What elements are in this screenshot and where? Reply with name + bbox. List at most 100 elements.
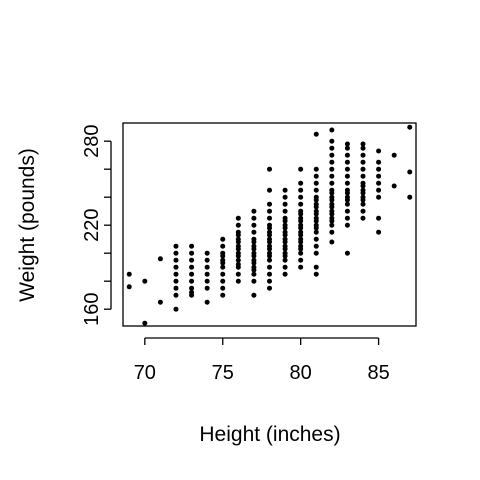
data-point — [267, 243, 272, 249]
data-point — [376, 187, 382, 193]
x-tick-label: 70 — [134, 362, 156, 384]
data-point — [282, 208, 288, 214]
data-point — [267, 264, 272, 270]
data-point — [282, 257, 288, 263]
data-point — [298, 236, 304, 242]
data-point — [360, 166, 366, 172]
data-point — [376, 148, 382, 154]
data-point — [298, 222, 304, 228]
data-point — [142, 320, 148, 326]
data-point — [344, 208, 350, 214]
data-point — [298, 208, 304, 214]
data-point — [189, 271, 195, 277]
data-point — [298, 264, 304, 270]
data-point — [251, 292, 257, 298]
data-point — [313, 229, 319, 235]
x-axis: 70 75 80 85 — [134, 337, 390, 384]
data-point — [360, 159, 366, 165]
data-point — [173, 257, 179, 263]
data-point — [344, 250, 350, 256]
data-point — [204, 250, 210, 256]
data-point — [360, 173, 366, 179]
data-point — [267, 278, 272, 284]
data-point — [235, 215, 241, 221]
y-tick-label: 220 — [81, 209, 103, 242]
data-point — [376, 194, 382, 200]
data-point — [313, 250, 319, 256]
data-point — [313, 208, 319, 214]
data-point — [313, 180, 319, 186]
data-point — [344, 222, 350, 228]
data-point — [220, 278, 226, 284]
data-point — [407, 169, 413, 175]
data-point — [189, 289, 195, 295]
data-point — [329, 180, 335, 186]
data-point — [251, 208, 257, 214]
data-point — [235, 278, 241, 284]
data-point — [251, 215, 257, 221]
data-point — [235, 257, 241, 263]
data-point — [220, 257, 226, 263]
data-point — [329, 194, 335, 200]
data-point — [329, 229, 335, 235]
data-point — [344, 187, 350, 193]
data-point — [267, 257, 272, 263]
data-point — [251, 271, 257, 277]
data-point — [220, 292, 226, 298]
data-point — [344, 173, 350, 179]
data-point — [267, 215, 272, 221]
data-point — [235, 243, 241, 249]
data-point — [313, 243, 319, 249]
data-point — [329, 222, 335, 228]
data-point — [344, 201, 350, 207]
data-point — [391, 152, 397, 158]
data-point — [360, 152, 366, 158]
data-point — [251, 229, 257, 235]
data-point — [313, 166, 319, 172]
data-point — [298, 243, 304, 249]
data-point — [298, 180, 304, 186]
data-point — [360, 215, 366, 221]
data-point — [344, 159, 350, 165]
data-point — [173, 243, 179, 249]
data-point — [329, 215, 335, 221]
data-point — [313, 236, 319, 242]
data-point — [220, 236, 226, 242]
data-point — [173, 306, 179, 312]
data-point — [329, 208, 335, 214]
data-point — [329, 173, 335, 179]
data-point — [204, 264, 210, 270]
data-point — [251, 243, 257, 249]
data-point — [360, 208, 366, 214]
data-point — [267, 229, 272, 235]
data-point — [251, 257, 257, 263]
data-point — [189, 264, 195, 270]
data-point — [344, 194, 350, 200]
data-point — [329, 145, 335, 151]
data-point — [157, 299, 163, 305]
data-point — [344, 215, 350, 221]
data-point — [407, 124, 413, 130]
data-point — [204, 271, 210, 277]
data-point — [360, 194, 366, 200]
data-point — [173, 264, 179, 270]
x-tick-label: 85 — [367, 362, 389, 384]
data-point — [189, 257, 195, 263]
data-point — [298, 215, 304, 221]
x-tick-label: 80 — [290, 362, 312, 384]
data-point — [235, 236, 241, 242]
data-point — [204, 278, 210, 284]
data-point — [298, 201, 304, 207]
data-point — [173, 292, 179, 298]
data-point — [267, 271, 272, 277]
data-point — [173, 285, 179, 291]
data-point — [267, 166, 272, 172]
x-tick-label: 75 — [212, 362, 234, 384]
data-point — [313, 194, 319, 200]
data-point — [313, 264, 319, 270]
data-point — [344, 141, 350, 147]
data-point — [376, 229, 382, 235]
data-point — [189, 243, 195, 249]
plot-frame — [122, 122, 417, 327]
data-point — [344, 152, 350, 158]
